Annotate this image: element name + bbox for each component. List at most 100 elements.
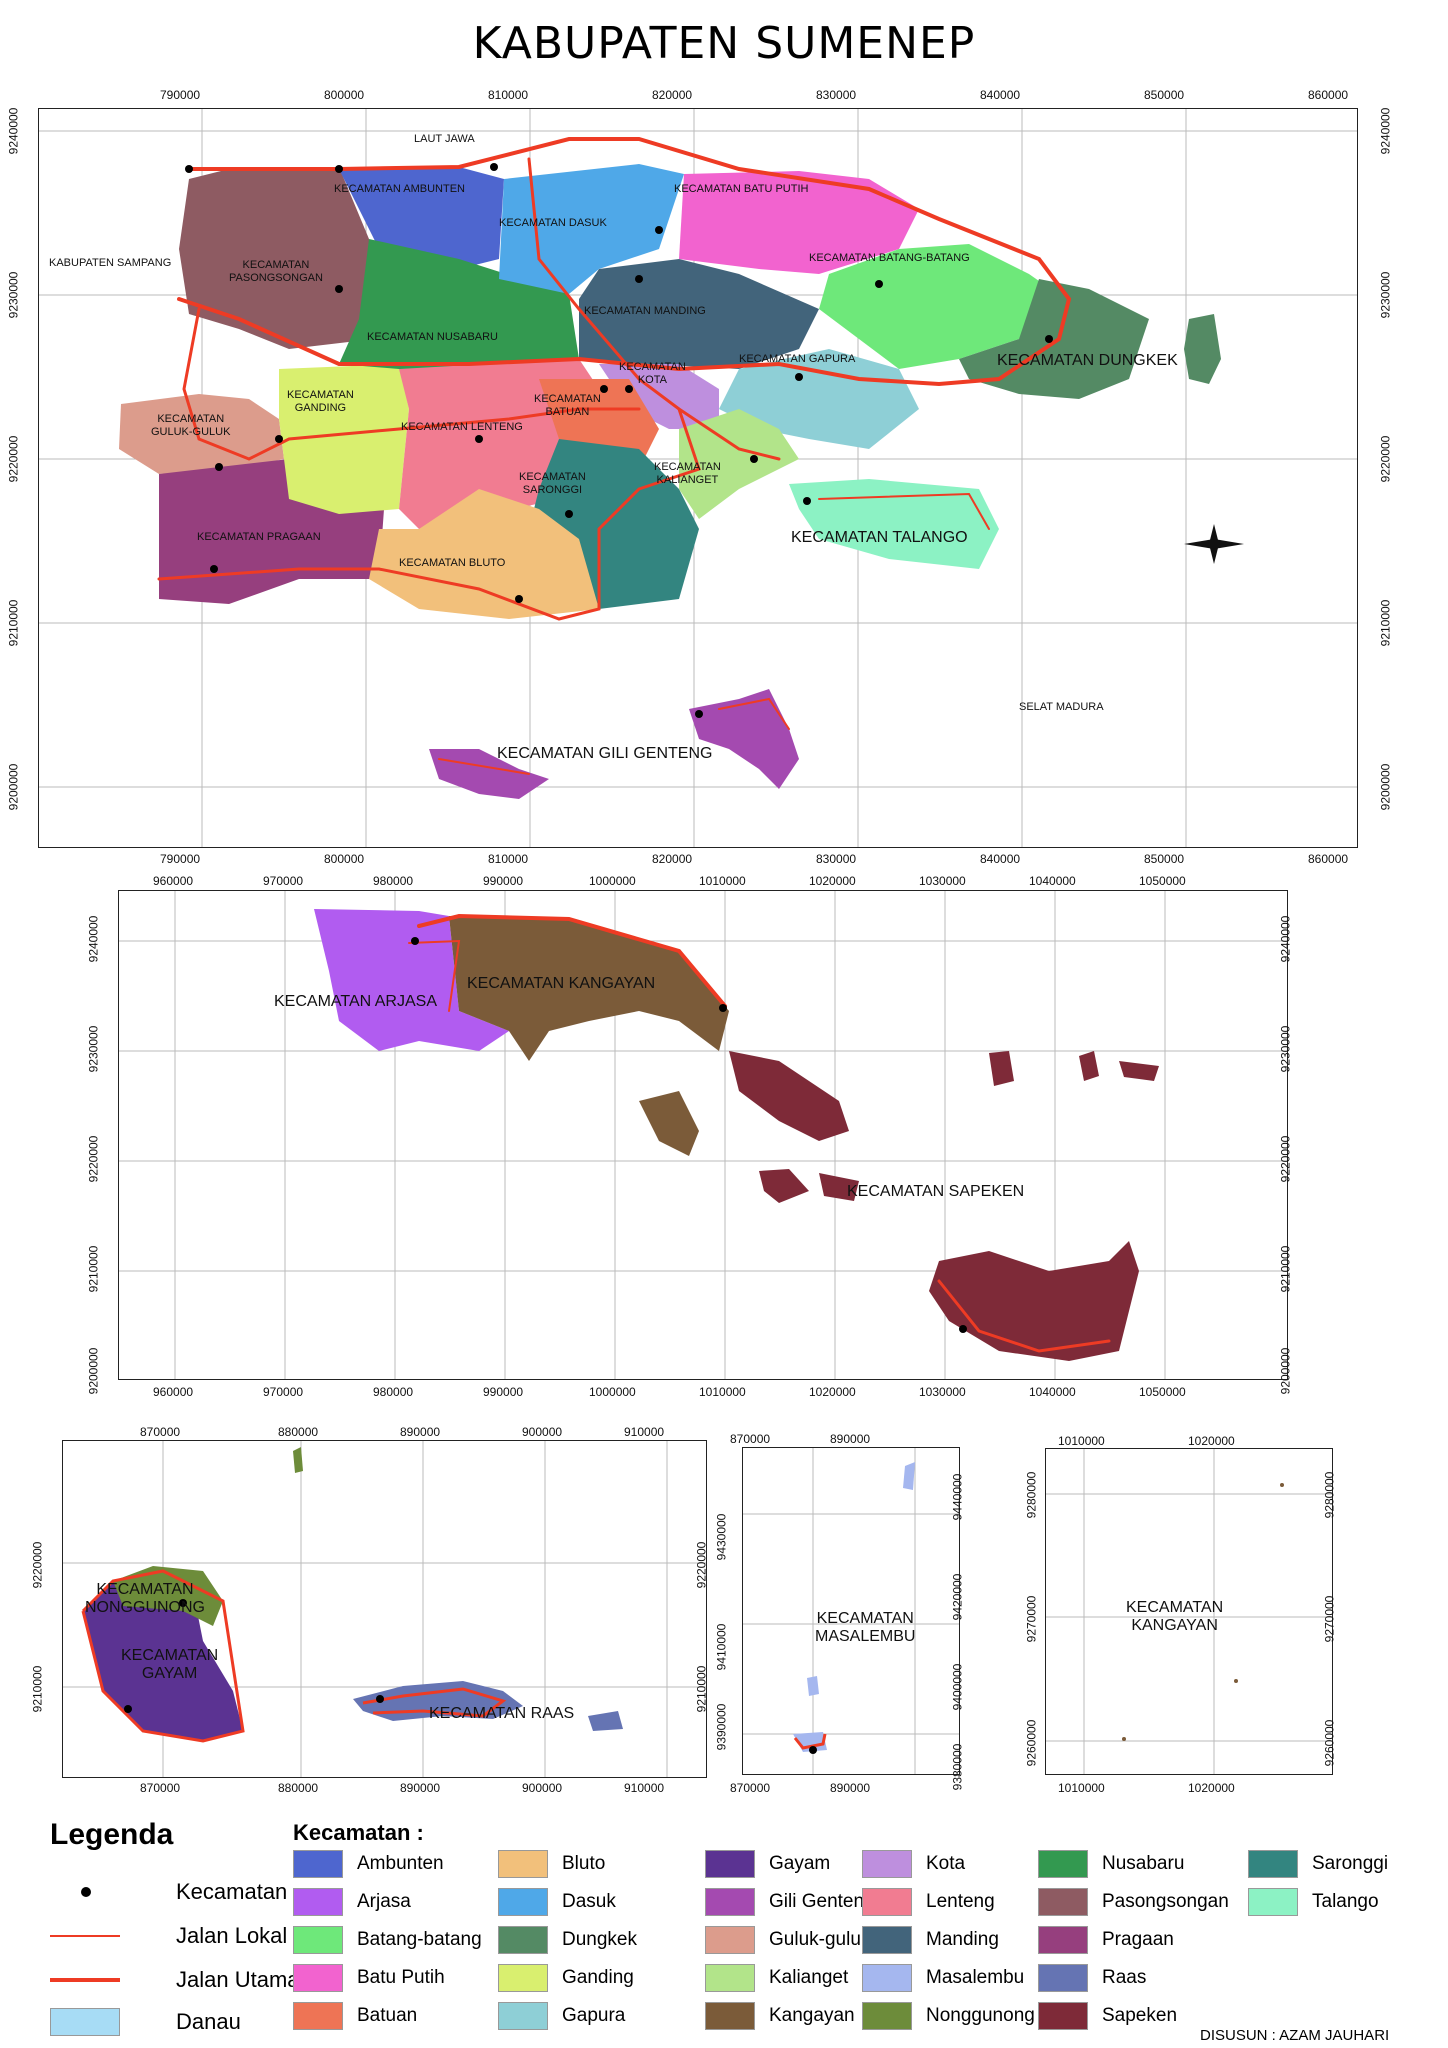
district-dungkek-island — [1184, 314, 1221, 384]
legend-item-pragaan: Pragaan — [1038, 1924, 1174, 1956]
legend-item-label: Guluk-guluk — [769, 1929, 871, 1950]
danau-box-icon — [50, 2008, 120, 2036]
district-arjasa — [314, 909, 509, 1051]
color-swatch — [498, 1926, 548, 1954]
legend-item-arjasa: Arjasa — [293, 1886, 411, 1918]
legend-item-label: Kalianget — [769, 1967, 849, 1988]
district-sapeken-south — [929, 1241, 1139, 1361]
map-frame-mainland[interactable]: LAUT JAWA KABUPATEN SAMPANG SELAT MADURA… — [38, 108, 1358, 848]
legend-item-label: Gili Genteng — [769, 1891, 875, 1912]
legend-item-nonggunong: Nonggunong — [862, 2000, 1035, 2032]
author-credit: DISUSUN : AZAM JAUHARI — [1200, 2027, 1390, 2044]
label-laut-jawa: LAUT JAWA — [414, 133, 475, 145]
color-swatch — [1038, 1964, 1088, 1992]
legend-item-batang-batang: Batang-batang — [293, 1924, 482, 1956]
legend-item-label: Kangayan — [769, 2005, 855, 2026]
district-sapeken — [729, 1051, 849, 1141]
legend-item-nusabaru: Nusabaru — [1038, 1848, 1184, 1880]
color-swatch — [1038, 1850, 1088, 1878]
thick-line-icon — [50, 1978, 120, 1982]
color-swatch — [293, 2002, 343, 2030]
legend-item-batuan: Batuan — [293, 2000, 417, 2032]
mainland-map-svg — [39, 109, 1357, 847]
legend-item-label: Arjasa — [357, 1891, 411, 1912]
legend-item-label: Nusabaru — [1102, 1853, 1185, 1874]
label-pragaan: KECAMATAN PRAGAAN — [197, 531, 321, 543]
district-guluk-guluk — [119, 394, 284, 474]
legend-danau: Danau — [50, 2008, 241, 2036]
color-swatch — [862, 1926, 912, 1954]
label-guluk-guluk: KECAMATAN GULUK-GULUK — [151, 413, 231, 438]
legend-item-saronggi: Saronggi — [1248, 1848, 1388, 1880]
label-lenteng: KECAMATAN LENTENG — [401, 421, 523, 433]
district-sapeken-isle-3 — [989, 1051, 1014, 1086]
district-raas-isle — [588, 1711, 623, 1731]
color-swatch — [1038, 1926, 1088, 1954]
color-swatch — [705, 1888, 755, 1916]
color-swatch — [862, 1888, 912, 1916]
masalembu-isle-2 — [807, 1676, 819, 1696]
legend-jalan-utama: Jalan Utama — [50, 1966, 300, 1994]
district-batang-batang — [819, 244, 1079, 369]
map-frame-kangean[interactable]: KECAMATAN ARJASA KECAMATAN KANGAYAN KECA… — [118, 890, 1288, 1380]
label-sapeken: KECAMATAN SAPEKEN — [847, 1183, 1025, 1200]
label-dungkek: KECAMATAN DUNGKEK — [997, 352, 1178, 369]
map-frame-raas[interactable]: KECAMATAN NONGGUNONG KECAMATAN GAYAM KEC… — [62, 1440, 707, 1778]
color-swatch — [1248, 1888, 1298, 1916]
label-gayam: KECAMATAN GAYAM — [121, 1647, 219, 1683]
legend-item-kota: Kota — [862, 1848, 965, 1880]
legend-item-manding: Manding — [862, 1924, 999, 1956]
label-arjasa: KECAMATAN ARJASA — [274, 993, 437, 1010]
label-pasongsongan: KECAMATAN PASONGSONGAN — [229, 259, 323, 284]
label-gapura: KECAMATAN GAPURA — [739, 353, 856, 365]
legend-item-label: Dungkek — [562, 1929, 637, 1950]
legend-jalan-lokal: Jalan Lokal — [50, 1922, 287, 1950]
map-frame-kangayan-inset[interactable]: KECAMATAN KANGAYAN — [1045, 1448, 1333, 1775]
color-swatch — [862, 2002, 912, 2030]
legend-item-batu-putih: Batu Putih — [293, 1962, 445, 1994]
district-sapeken-isle-1 — [759, 1169, 809, 1203]
legend-title: Legenda — [50, 1818, 174, 1851]
color-swatch — [498, 1888, 548, 1916]
color-swatch — [498, 1964, 548, 1992]
label-bluto: KECAMATAN BLUTO — [399, 557, 506, 569]
compass-rose — [1184, 524, 1244, 564]
legend-item-label: Nonggunong — [926, 2005, 1035, 2026]
label-kabupaten-sampang: KABUPATEN SAMPANG — [49, 257, 172, 269]
kangayan-inset-svg — [1046, 1449, 1332, 1774]
color-swatch — [705, 1850, 755, 1878]
legend-item-label: Dasuk — [562, 1891, 616, 1912]
legend-item-kalianget: Kalianget — [705, 1962, 848, 1994]
legend-item-label: Sapeken — [1102, 2005, 1178, 2026]
legend-item-guluk-guluk: Guluk-guluk — [705, 1924, 870, 1956]
label-kota: KECAMATAN KOTA — [619, 361, 686, 386]
legend-item-label: Talango — [1312, 1891, 1379, 1912]
label-raas: KECAMATAN RAAS — [429, 1705, 575, 1722]
district-kangayan-isle — [639, 1091, 699, 1156]
color-swatch — [705, 1964, 755, 1992]
legend-kecamatan-dot: Kecamatan — [50, 1878, 287, 1906]
legend-item-label: Pragaan — [1102, 1929, 1174, 1950]
thin-line-icon — [50, 1935, 120, 1937]
legend-item-ganding: Ganding — [498, 1962, 634, 1994]
district-gayam — [83, 1581, 243, 1741]
legend-item-label: Ambunten — [357, 1853, 444, 1874]
map-frame-masalembu[interactable]: KECAMATAN MASALEMBU — [742, 1447, 960, 1775]
legend-item-label: Saronggi — [1312, 1853, 1389, 1874]
label-talango: KECAMATAN TALANGO — [791, 529, 968, 546]
color-swatch — [293, 1964, 343, 1992]
legend-item-raas: Raas — [1038, 1962, 1146, 1994]
legend-item-label: Masalembu — [926, 1967, 1025, 1988]
label-gili-genteng: KECAMATAN GILI GENTENG — [497, 745, 713, 762]
main-roads — [157, 137, 1072, 775]
legend-item-label: Ganding — [562, 1967, 634, 1988]
district-gili-genteng — [689, 689, 799, 789]
masalembu-isle-1 — [903, 1462, 915, 1490]
color-swatch — [498, 2002, 548, 2030]
district-sapeken-isle-5 — [1119, 1061, 1159, 1081]
label-nusabaru: KECAMATAN NUSABARU — [367, 331, 499, 343]
label-kangayan: KECAMATAN KANGAYAN — [467, 975, 656, 992]
district-talango — [789, 479, 999, 569]
district-kalianget — [679, 409, 799, 519]
color-swatch — [293, 1888, 343, 1916]
